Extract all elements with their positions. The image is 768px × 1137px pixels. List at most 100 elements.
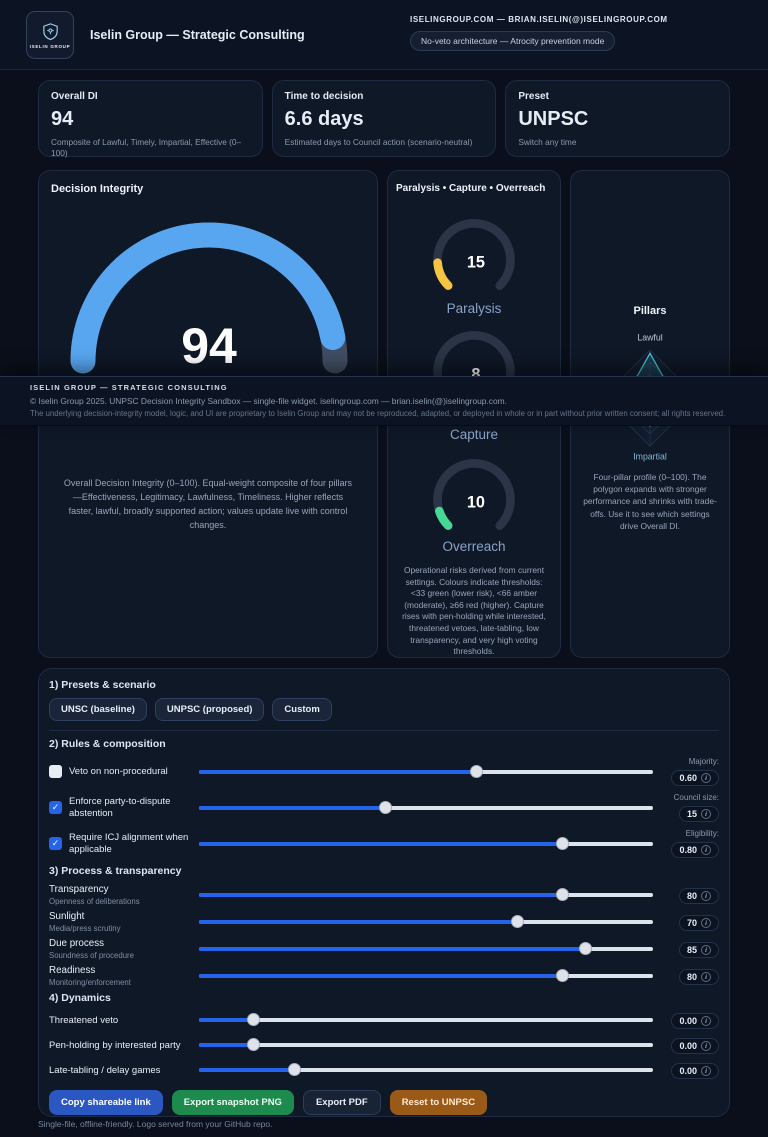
reset-button[interactable]: Reset to UNPSC — [389, 1090, 488, 1115]
info-icon[interactable]: i — [701, 845, 711, 855]
abstention-checkbox[interactable]: ✓ — [49, 801, 62, 814]
process-row-due-process: Due process Soundness of procedure 85 i — [49, 938, 719, 960]
icj-checkbox[interactable]: ✓ — [49, 837, 62, 850]
transparency-slider[interactable] — [199, 888, 653, 902]
capture-label: Capture — [449, 427, 499, 442]
info-icon[interactable]: i — [701, 891, 711, 901]
eligibility-slider[interactable] — [199, 836, 653, 851]
export-png-button[interactable]: Export snapshot PNG — [171, 1090, 294, 1115]
slider-thumb[interactable] — [469, 764, 483, 778]
rule-label: Require ICJ alignment when applicable — [69, 831, 189, 855]
process-row-readiness: Readiness Monitoring/enforcement 80 i — [49, 965, 719, 987]
majority-slider[interactable] — [199, 764, 653, 779]
eligibility-value: 0.80 i — [671, 842, 719, 858]
info-icon[interactable]: i — [701, 918, 711, 928]
row-label: Sunlight — [49, 911, 85, 922]
copy-link-button[interactable]: Copy shareable link — [49, 1090, 163, 1115]
paralysis-gauge: 15 — [426, 207, 522, 300]
slider-thumb[interactable] — [578, 942, 592, 955]
stat-value: 94 — [51, 108, 74, 130]
gauge-value: 94 — [181, 318, 237, 374]
pen-holding-slider[interactable] — [199, 1038, 653, 1052]
dynamics-row-pen-holding: Pen-holding by interested party 0.00 i — [49, 1036, 719, 1054]
majority-value: 0.60 i — [671, 770, 719, 786]
preset-custom-button[interactable]: Custom — [272, 698, 332, 721]
row-sublabel: Openness of deliberations — [49, 897, 140, 906]
preset-unsc-button[interactable]: UNSC (baseline) — [49, 698, 147, 721]
row-label: Transparency — [49, 884, 109, 895]
info-icon[interactable]: i — [701, 1016, 711, 1026]
section-presets-heading: 1) Presets & scenario — [49, 679, 156, 691]
overreach-label: Overreach — [442, 539, 506, 554]
stat-label: Time to decision — [284, 91, 364, 102]
process-row-sunlight: Sunlight Media/press scrutiny 70 i — [49, 911, 719, 933]
info-icon[interactable]: i — [701, 1041, 711, 1051]
section-rules-heading: 2) Rules & composition — [49, 738, 166, 750]
stat-card-preset: Preset UNPSC Switch any time — [505, 80, 731, 157]
stat-sub: Switch any time — [518, 137, 577, 147]
slider-thumb[interactable] — [288, 1063, 302, 1076]
readiness-slider[interactable] — [199, 969, 653, 983]
shield-icon — [42, 22, 58, 40]
threatened-veto-slider[interactable] — [199, 1013, 653, 1027]
slider-thumb[interactable] — [556, 836, 570, 850]
decision-integrity-description: Overall Decision Integrity (0–100). Equa… — [63, 478, 353, 530]
stat-label: Overall DI — [51, 91, 98, 102]
ribbon-brand: ISELIN GROUP — STRATEGIC CONSULTING — [30, 383, 228, 392]
decision-integrity-gauge: 94 — [70, 222, 348, 374]
slider-thumb[interactable] — [379, 800, 393, 814]
slider-thumb[interactable] — [247, 1038, 261, 1051]
export-pdf-button[interactable]: Export PDF — [302, 1090, 381, 1115]
ribbon-copyright: © Iselin Group 2025. UNPSC Decision Inte… — [30, 396, 507, 406]
controls-panel: 1) Presets & scenario UNSC (baseline) UN… — [38, 668, 730, 1117]
late-tabling-slider[interactable] — [199, 1063, 653, 1077]
slider-thumb[interactable] — [247, 1013, 261, 1026]
info-icon[interactable]: i — [701, 972, 711, 982]
info-icon[interactable]: i — [701, 773, 711, 783]
action-buttons: Copy shareable link Export snapshot PNG … — [49, 1090, 719, 1115]
info-icon[interactable]: i — [701, 1066, 711, 1076]
preset-buttons: UNSC (baseline) UNPSC (proposed) Custom — [49, 698, 719, 721]
value-label: Council size: — [673, 793, 719, 802]
row-label: Readiness — [49, 965, 96, 976]
dynamics-row-late-tabling: Late-tabling / delay games 0.00 i — [49, 1061, 719, 1079]
sunlight-slider[interactable] — [199, 915, 653, 929]
due-process-slider[interactable] — [199, 942, 653, 956]
slider-thumb[interactable] — [510, 915, 524, 928]
row-sublabel: Soundness of procedure — [49, 951, 134, 960]
dynamics-row-threatened-veto: Threatened veto 0.00 i — [49, 1011, 719, 1029]
page-footnote: Single-file, offline-friendly. Logo serv… — [38, 1119, 273, 1129]
transparency-value: 80 i — [678, 888, 719, 904]
logo-text: ISELIN GROUP — [29, 43, 71, 49]
rule-row-icj: ✓ Require ICJ alignment when applicable … — [49, 829, 719, 858]
preset-unpsc-button[interactable]: UNPSC (proposed) — [154, 698, 265, 721]
info-icon[interactable]: i — [701, 809, 711, 819]
rule-label: Enforce party-to-dispute abstention — [69, 795, 171, 819]
slider-thumb[interactable] — [556, 888, 570, 901]
council-size-value: 15 i — [678, 806, 719, 822]
panel-title: Paralysis • Capture • Overreach — [396, 183, 546, 194]
panel-title: Decision Integrity — [51, 183, 144, 195]
veto-checkbox[interactable] — [49, 765, 62, 778]
value-label: Eligibility: — [685, 829, 719, 838]
info-icon[interactable]: i — [701, 945, 711, 955]
gauge-value: 15 — [467, 253, 485, 271]
paralysis-label: Paralysis — [446, 301, 502, 316]
row-label: Threatened veto — [49, 1014, 119, 1026]
late-tabling-value: 0.00 i — [671, 1063, 719, 1079]
mode-badge: No-veto architecture — Atrocity preventi… — [410, 31, 616, 51]
capture-gauge: 8 — [426, 319, 522, 412]
gauge-value: 8 — [471, 365, 480, 383]
app-header: ISELIN GROUP Iselin Group — Strategic Co… — [0, 0, 768, 70]
slider-thumb[interactable] — [556, 969, 570, 982]
page-title: Iselin Group — Strategic Consulting — [90, 28, 305, 42]
rule-row-abstention: ✓ Enforce party-to-dispute abstention Co… — [49, 793, 719, 822]
council-size-slider[interactable] — [199, 800, 653, 815]
process-row-transparency: Transparency Openness of deliberations 8… — [49, 884, 719, 906]
due-process-value: 85 i — [678, 942, 719, 958]
gauge-value: 10 — [467, 493, 485, 511]
risks-description: Operational risks derived from current s… — [402, 565, 546, 657]
ribbon-legal: The underlying decision-integrity model,… — [30, 409, 726, 418]
sticky-footer-ribbon: ISELIN GROUP — STRATEGIC CONSULTING © Is… — [0, 376, 768, 426]
section-dynamics-heading: 4) Dynamics — [49, 992, 111, 1004]
